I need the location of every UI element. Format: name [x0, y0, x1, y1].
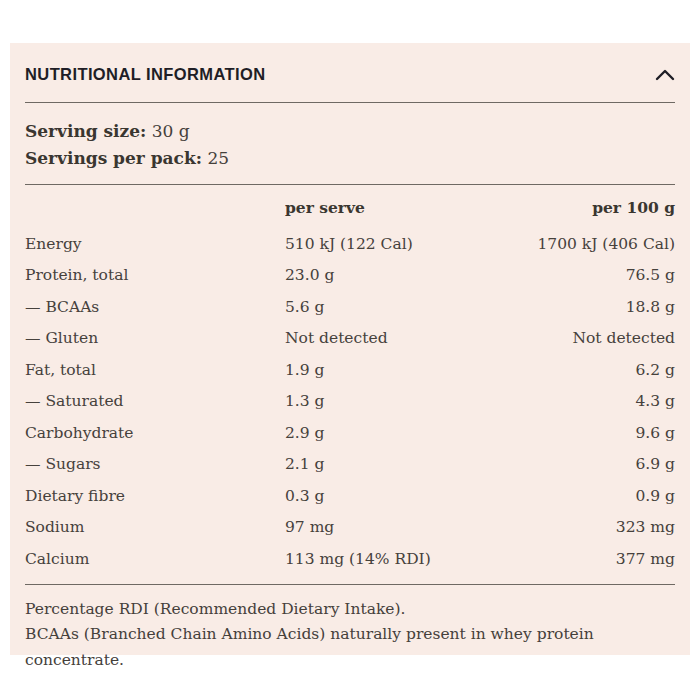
- table-row: Sodium 97 mg 323 mg: [25, 512, 675, 544]
- table-row: — Sugars 2.1 g 6.9 g: [25, 449, 675, 481]
- row-label: — BCAAs: [25, 298, 285, 316]
- table-row: Dietary fibre 0.3 g 0.9 g: [25, 480, 675, 512]
- table-row: Carbohydrate 2.9 g 9.6 g: [25, 417, 675, 449]
- table-row: — Gluten Not detected Not detected: [25, 323, 675, 355]
- panel-title: NUTRITIONAL INFORMATION: [25, 65, 265, 84]
- row-label: Calcium: [25, 550, 285, 568]
- footnotes: Percentage RDI (Recommended Dietary Inta…: [25, 585, 675, 674]
- row-label: — Gluten: [25, 329, 285, 347]
- nutrition-table: per serve per 100 g Energy 510 kJ (122 C…: [25, 185, 675, 584]
- row-per-100g: 6.9 g: [465, 455, 675, 473]
- row-per-100g: 0.9 g: [465, 487, 675, 505]
- row-per-100g: 9.6 g: [465, 424, 675, 442]
- table-row: Fat, total 1.9 g 6.2 g: [25, 354, 675, 386]
- table-row: Protein, total 23.0 g 76.5 g: [25, 260, 675, 292]
- table-row: Energy 510 kJ (122 Cal) 1700 kJ (406 Cal…: [25, 228, 675, 260]
- row-per-serve: 113 mg (14% RDI): [285, 550, 465, 568]
- row-per-serve: 1.3 g: [285, 392, 465, 410]
- serving-size-value: 30 g: [152, 121, 190, 141]
- row-label: — Sugars: [25, 455, 285, 473]
- serving-size-label: Serving size:: [25, 121, 146, 141]
- row-per-serve: Not detected: [285, 329, 465, 347]
- column-header-per-serve: per serve: [285, 198, 465, 217]
- nutrition-table-body: Energy 510 kJ (122 Cal) 1700 kJ (406 Cal…: [25, 228, 675, 575]
- row-per-serve: 510 kJ (122 Cal): [285, 235, 465, 253]
- row-per-serve: 97 mg: [285, 518, 465, 536]
- accordion-header[interactable]: NUTRITIONAL INFORMATION: [25, 43, 675, 102]
- row-per-serve: 0.3 g: [285, 487, 465, 505]
- row-per-serve: 2.9 g: [285, 424, 465, 442]
- row-per-100g: Not detected: [465, 329, 675, 347]
- row-label: Fat, total: [25, 361, 285, 379]
- row-per-100g: 1700 kJ (406 Cal): [465, 235, 675, 253]
- row-per-100g: 323 mg: [465, 518, 675, 536]
- table-header-row: per serve per 100 g: [25, 193, 675, 221]
- row-per-100g: 6.2 g: [465, 361, 675, 379]
- row-per-serve: 2.1 g: [285, 455, 465, 473]
- row-per-100g: 18.8 g: [465, 298, 675, 316]
- servings-per-pack-line: Servings per pack: 25: [25, 145, 675, 172]
- column-header-per-100g: per 100 g: [465, 198, 675, 217]
- table-row: Calcium 113 mg (14% RDI) 377 mg: [25, 543, 675, 575]
- footnote-bcaas: BCAAs (Branched Chain Amino Acids) natur…: [25, 622, 675, 673]
- nutritional-information-panel: NUTRITIONAL INFORMATION Serving size: 30…: [10, 43, 690, 655]
- row-per-serve: 23.0 g: [285, 266, 465, 284]
- row-label: — Saturated: [25, 392, 285, 410]
- servings-per-pack-value: 25: [207, 148, 229, 168]
- footnote-rdi: Percentage RDI (Recommended Dietary Inta…: [25, 597, 675, 623]
- row-label: Carbohydrate: [25, 424, 285, 442]
- serving-size-line: Serving size: 30 g: [25, 118, 675, 145]
- row-label: Sodium: [25, 518, 285, 536]
- chevron-up-icon[interactable]: [655, 69, 675, 81]
- row-label: Protein, total: [25, 266, 285, 284]
- row-per-100g: 377 mg: [465, 550, 675, 568]
- servings-per-pack-label: Servings per pack:: [25, 148, 202, 168]
- row-per-100g: 4.3 g: [465, 392, 675, 410]
- serving-info: Serving size: 30 g Servings per pack: 25: [25, 103, 675, 184]
- table-row: — Saturated 1.3 g 4.3 g: [25, 386, 675, 418]
- row-per-serve: 5.6 g: [285, 298, 465, 316]
- row-label: Dietary fibre: [25, 487, 285, 505]
- row-per-serve: 1.9 g: [285, 361, 465, 379]
- table-row: — BCAAs 5.6 g 18.8 g: [25, 291, 675, 323]
- row-label: Energy: [25, 235, 285, 253]
- row-per-100g: 76.5 g: [465, 266, 675, 284]
